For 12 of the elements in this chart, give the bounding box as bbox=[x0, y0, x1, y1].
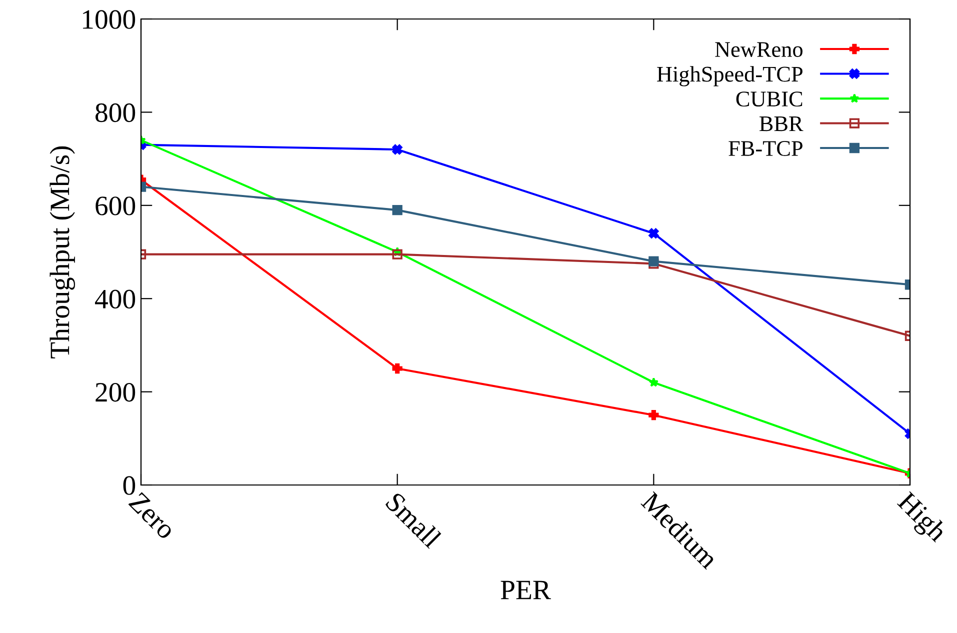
y-axis-title: Throughput (Mb/s) bbox=[50, 146, 76, 358]
y-tick-label: 600 bbox=[96, 196, 136, 216]
y-tick-label: 400 bbox=[95, 290, 136, 309]
y-tick-label: 200 bbox=[96, 382, 136, 402]
x-axis-title: PER bbox=[500, 580, 551, 600]
legend-label: CUBIC bbox=[736, 92, 802, 107]
legend-label: BBR bbox=[760, 116, 804, 132]
y-tick-label: 1000 bbox=[83, 10, 136, 29]
legend-label: HighSpeed-TCP bbox=[657, 66, 802, 86]
legend-label: NewReno bbox=[715, 42, 802, 57]
legend-label: FB-TCP bbox=[728, 141, 802, 156]
y-tick-label: 800 bbox=[96, 103, 136, 122]
